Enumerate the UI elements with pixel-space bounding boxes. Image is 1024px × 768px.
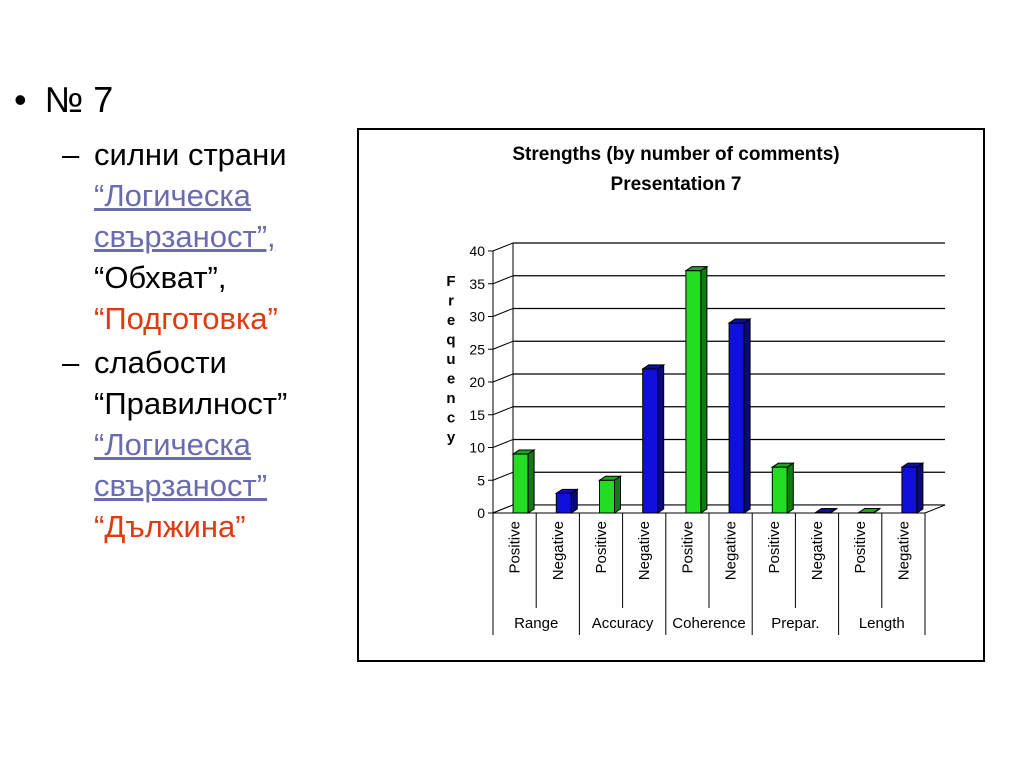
bar (813, 507, 839, 514)
bar (770, 462, 795, 514)
bar (597, 475, 623, 514)
bar-side (657, 363, 665, 514)
y-axis-label-letter: y (447, 429, 456, 446)
gridline-side (492, 439, 514, 448)
y-axis-label-letter: n (446, 390, 455, 407)
gridline-side (492, 471, 514, 481)
bar-front (728, 322, 745, 514)
bar-side (873, 507, 881, 514)
y-axis-label-letter: q (446, 332, 455, 349)
bar (727, 318, 752, 514)
x-category-label: Negative (723, 521, 740, 580)
bar-side (614, 475, 621, 514)
y-axis-label-letter: u (446, 351, 455, 368)
x-group-label: Prepar. (771, 615, 819, 632)
x-category-label: Negative (895, 521, 912, 580)
bar (857, 507, 882, 514)
bar-side (786, 462, 794, 514)
dash-icon: – (62, 137, 80, 172)
gridline-side (492, 406, 514, 416)
bar-front (512, 453, 529, 514)
x-category-label: Negative (550, 521, 567, 580)
weakness-item-length: “Дължина” (94, 509, 246, 544)
weakness-item-logical-link[interactable]: “Логическа свързаност” (94, 427, 268, 503)
x-group-label: Accuracy (592, 615, 654, 632)
x-category-label: Negative (636, 521, 653, 580)
bar-side (570, 488, 578, 514)
bar-front (599, 479, 615, 514)
bar-front (642, 368, 659, 514)
y-tick-label: 30 (469, 309, 485, 325)
y-tick-label: 10 (469, 440, 485, 456)
chart-frame: Strengths (by number of comments) Presen… (357, 128, 985, 662)
bar-side (700, 265, 708, 514)
x-group-label: Coherence (672, 615, 745, 632)
y-tick-label: 5 (477, 472, 485, 488)
x-category-label: Positive (852, 521, 869, 574)
dash-icon: – (62, 345, 80, 380)
bar (511, 449, 536, 514)
x-category-label: Positive (507, 521, 524, 574)
bar (641, 363, 666, 514)
x-category-label: Positive (766, 521, 783, 574)
x-category-label: Positive (679, 521, 696, 574)
bar-side (916, 462, 924, 514)
bar-side (830, 507, 837, 514)
bar-front (771, 466, 788, 514)
gridline-side (492, 275, 514, 285)
slide-heading: • № 7 (14, 78, 113, 122)
y-tick-label: 15 (469, 407, 485, 423)
y-tick-label: 0 (477, 505, 485, 521)
y-axis-label-letter: e (447, 312, 455, 329)
gridline-side (492, 340, 514, 350)
chart-subtitle: Presentation 7 (611, 174, 742, 195)
x-group-label: Length (859, 615, 905, 632)
x-category-label: Negative (809, 521, 826, 580)
x-category-label: Positive (593, 521, 610, 574)
weaknesses-block: – слабости “Правилност” “Логическа свърз… (62, 342, 332, 547)
bar-side (527, 449, 535, 514)
strength-item-logical-link[interactable]: “Логическа свързаност”, (94, 178, 276, 254)
y-tick-label: 20 (469, 374, 485, 390)
y-tick-label: 40 (469, 243, 485, 259)
bar-chart: Strengths (by number of comments) Presen… (446, 144, 946, 635)
bar (900, 462, 925, 514)
y-tick-label: 35 (469, 276, 485, 292)
bar-front (555, 492, 572, 514)
y-axis-label-letter: F (446, 273, 455, 290)
strength-item-scope: “Обхват”, (94, 260, 227, 295)
bar (554, 488, 579, 514)
bar-front (685, 270, 702, 514)
strengths-label: силни страни (94, 137, 287, 172)
bar (684, 265, 709, 514)
bar-front (901, 466, 918, 514)
weaknesses-label: слабости (94, 345, 227, 380)
bar-side (743, 318, 751, 514)
y-tick-label: 25 (469, 341, 485, 357)
strength-item-preparation: “Подготовка” (94, 301, 278, 336)
chart-title: Strengths (by number of comments) (512, 144, 839, 165)
weakness-item-correctness: “Правилност” (94, 386, 288, 421)
bullet-icon: • (14, 79, 27, 120)
y-axis-label-letter: r (448, 293, 454, 310)
x-group-label: Range (514, 615, 558, 632)
y-axis-label-letter: e (447, 371, 455, 388)
y-axis-label-letter: c (447, 410, 455, 427)
heading-text: № 7 (44, 79, 114, 120)
gridline-side (492, 308, 514, 317)
gridline-side (492, 242, 514, 252)
gridline-side (492, 373, 514, 383)
strengths-block: – силни страни “Логическа свързаност”, “… (62, 134, 332, 339)
